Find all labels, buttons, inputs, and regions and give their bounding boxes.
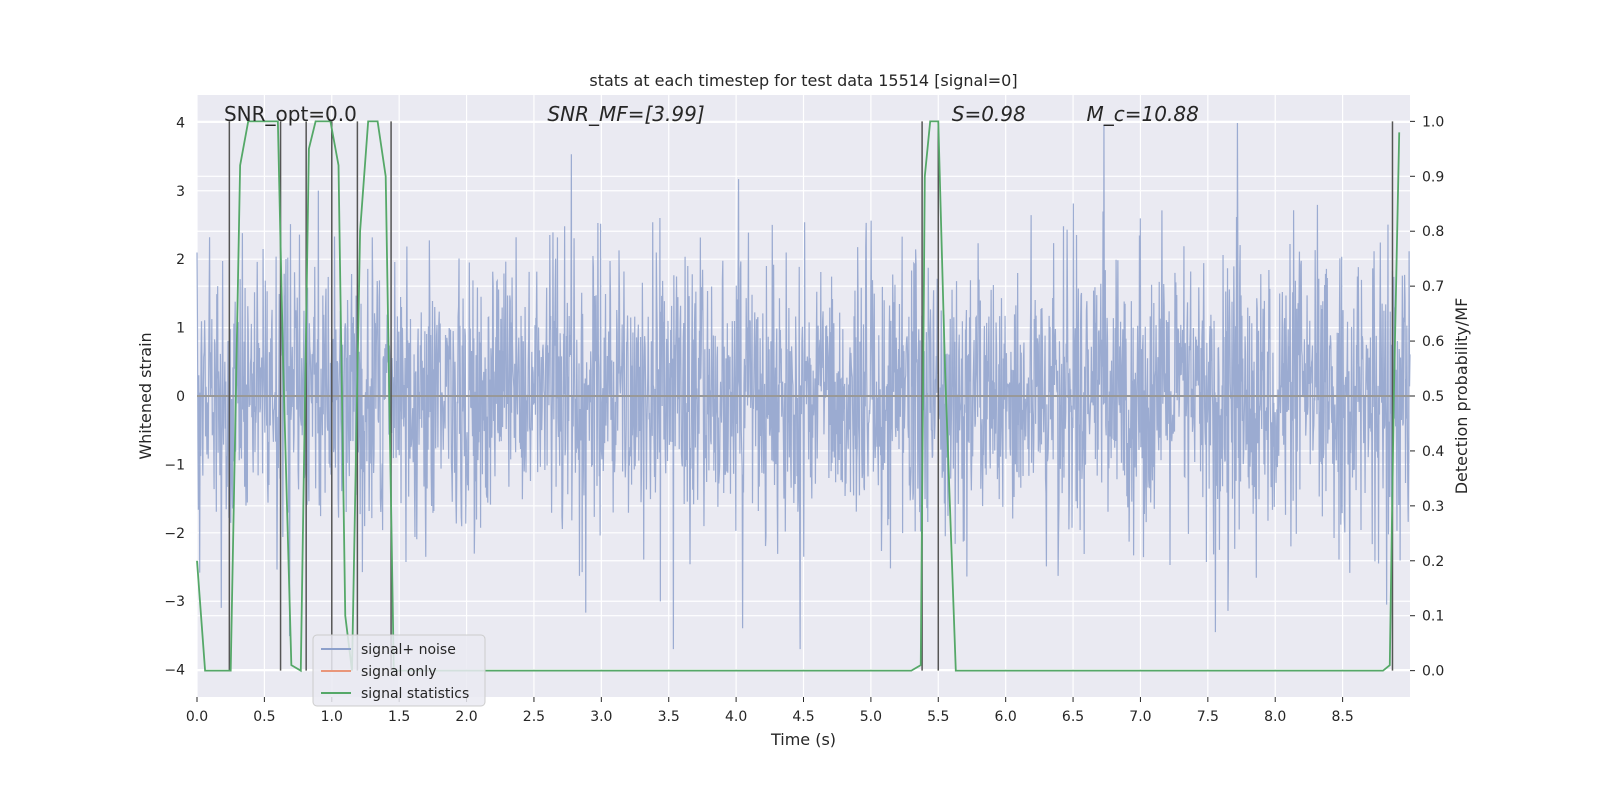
y-tick-label: −3 bbox=[164, 594, 185, 610]
y-tick-label: −1 bbox=[164, 457, 185, 473]
y-axis-ticks: −4 −3 −2 −1 0 1 2 3 4 bbox=[164, 115, 185, 678]
y2-tick-label: 0.9 bbox=[1422, 169, 1444, 185]
y2-tick-label: 0.3 bbox=[1422, 499, 1444, 515]
y-tick-label: 2 bbox=[176, 252, 185, 268]
x-axis-ticks: 0.0 0.5 1.0 1.5 2.0 2.5 3.0 3.5 4.0 4.5 5.0 5.5 6.0 6… bbox=[186, 697, 1354, 725]
x-tick-label: 2.0 bbox=[455, 709, 477, 725]
legend-entry: signal only bbox=[361, 664, 436, 680]
statistics-series bbox=[196, 120, 1401, 673]
y2-tick-label: 0.0 bbox=[1422, 664, 1444, 680]
y-axis-label: Whitened strain bbox=[136, 332, 155, 459]
y2-axis-label: Detection probability/MF bbox=[1452, 298, 1471, 495]
x-tick-label: 3.0 bbox=[590, 709, 612, 725]
x-tick-label: 6.0 bbox=[995, 709, 1017, 725]
y2-tick-label: 1.0 bbox=[1422, 114, 1444, 130]
x-tick-label: 0.5 bbox=[253, 709, 275, 725]
y-tick-label: −2 bbox=[164, 526, 185, 542]
y-tick-label: 1 bbox=[176, 321, 185, 337]
annotation-text: SNR_MF=[3.99] bbox=[547, 102, 704, 126]
y-tick-label: 3 bbox=[176, 184, 185, 200]
legend: signal+ noise signal only signal statistic… bbox=[312, 634, 486, 707]
legend-box bbox=[312, 634, 486, 707]
x-tick-label: 0.0 bbox=[186, 709, 208, 725]
legend-entry: signal statistics bbox=[361, 686, 469, 702]
x-tick-label: 8.0 bbox=[1264, 709, 1286, 725]
x-tick-label: 2.5 bbox=[523, 709, 545, 725]
x-tick-label: 1.5 bbox=[388, 709, 410, 725]
y2-tick-label: 0.6 bbox=[1422, 334, 1444, 350]
x-tick-label: 8.5 bbox=[1331, 709, 1353, 725]
y-tick-label: −4 bbox=[164, 663, 185, 679]
annotations: SNR_opt=0.0 SNR_MF=[3.99] S=0.98 M_c=10.88 bbox=[224, 102, 1199, 126]
x-tick-label: 4.0 bbox=[725, 709, 747, 725]
x-axis-label: Time (s) bbox=[770, 730, 836, 749]
y-tick-label: 4 bbox=[176, 115, 185, 131]
x-tick-label: 5.0 bbox=[860, 709, 882, 725]
y2-tick-label: 0.7 bbox=[1422, 279, 1444, 295]
y2-tick-label: 0.5 bbox=[1422, 389, 1444, 405]
y2-tick-label: 0.8 bbox=[1422, 224, 1444, 240]
x-tick-label: 4.5 bbox=[792, 709, 814, 725]
noise-line bbox=[196, 123, 1411, 650]
x-tick-label: 6.5 bbox=[1062, 709, 1084, 725]
y2-tick-label: 0.2 bbox=[1422, 554, 1444, 570]
x-tick-label: 1.0 bbox=[321, 709, 343, 725]
x-tick-label: 7.5 bbox=[1197, 709, 1219, 725]
legend-entry: signal+ noise bbox=[361, 642, 456, 658]
x-tick-label: 5.5 bbox=[927, 709, 949, 725]
y2-tick-label: 0.4 bbox=[1422, 444, 1444, 460]
y2-tick-label: 0.1 bbox=[1422, 609, 1444, 625]
annotation-text: M_c=10.88 bbox=[1087, 102, 1199, 126]
chart-title: stats at each timestep for test data 155… bbox=[589, 71, 1017, 90]
x-tick-label: 3.5 bbox=[658, 709, 680, 725]
y2-axis-ticks: 0.0 0.1 0.2 0.3 0.4 0.5 0.6 0.7 0.8 0.9 1.0 bbox=[1410, 114, 1444, 680]
annotation-text: S=0.98 bbox=[952, 102, 1026, 126]
annotation-text: SNR_opt=0.0 bbox=[224, 102, 357, 126]
noise-series bbox=[196, 123, 1411, 650]
y-tick-label: 0 bbox=[176, 389, 185, 405]
x-tick-label: 7.0 bbox=[1129, 709, 1151, 725]
statistics-line bbox=[196, 120, 1401, 673]
